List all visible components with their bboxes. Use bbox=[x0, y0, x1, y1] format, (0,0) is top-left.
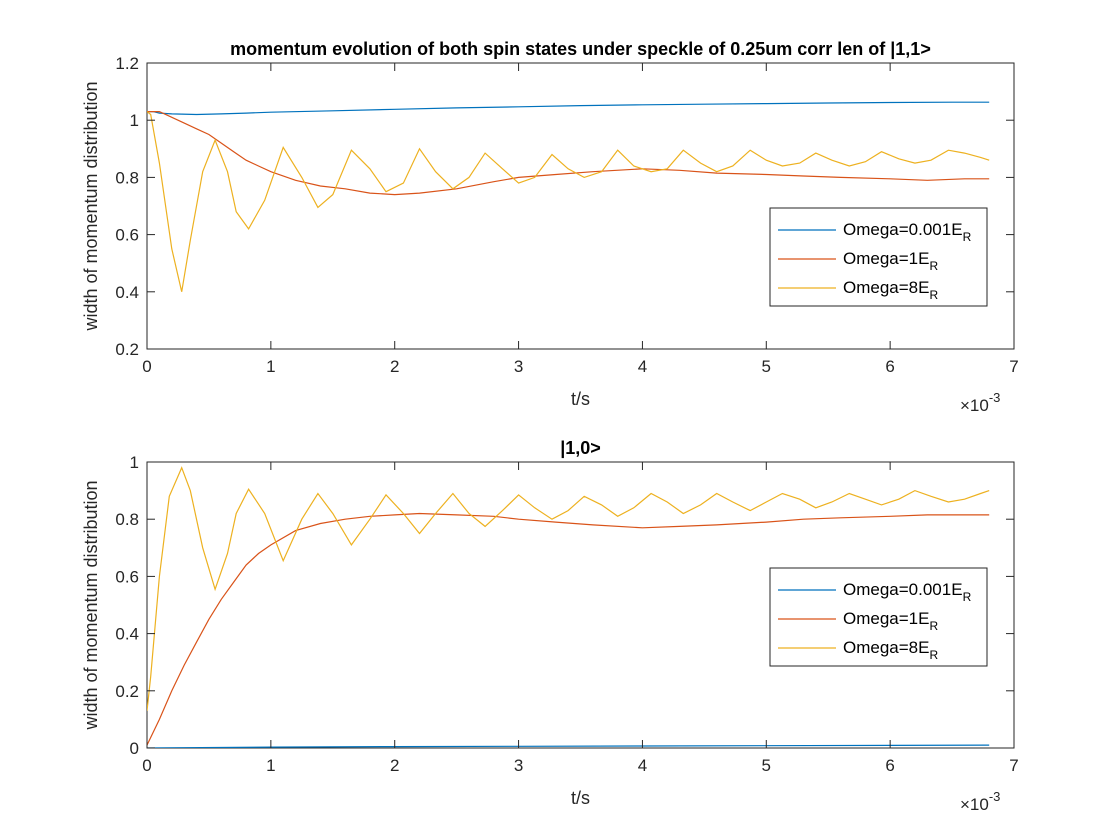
x-tick-label: 2 bbox=[390, 756, 399, 775]
x-tick-label: 6 bbox=[885, 756, 894, 775]
x-tick-label: 3 bbox=[514, 756, 523, 775]
series-group bbox=[147, 466, 990, 748]
x-tick-label: 4 bbox=[638, 756, 647, 775]
legend-box bbox=[769, 567, 988, 667]
chart-title: momentum evolution of both spin states u… bbox=[230, 39, 931, 59]
y-tick-label: 1 bbox=[130, 453, 139, 472]
x-axis-label: t/s bbox=[571, 788, 590, 808]
legend-entry: Omega=1ER bbox=[843, 609, 938, 633]
subplot-2: 0 1 2 3 4 5 6 7 0 0.2 0.4 0.6 0.8 1 |1,0> t/s width of m… bbox=[81, 438, 1019, 814]
series-line-3 bbox=[147, 111, 990, 292]
chart-title: |1,0> bbox=[560, 438, 601, 458]
y-tick-label: 0.6 bbox=[115, 567, 139, 586]
x-tick-label: 5 bbox=[762, 756, 771, 775]
legend-entry: Omega=8ER bbox=[843, 278, 938, 302]
y-tick-label: 0 bbox=[130, 739, 139, 758]
legend: Omega=0.001ER Omega=1ER Omega=8ER bbox=[769, 567, 988, 667]
x-tick-label: 7 bbox=[1009, 357, 1018, 376]
subplot-1: 0 1 2 3 4 5 6 7 0.2 0.4 0.6 0.8 1 1.2 momentum evoluti… bbox=[81, 39, 1019, 415]
series-line-1 bbox=[147, 744, 990, 748]
x-tick-label: 7 bbox=[1009, 756, 1018, 775]
legend-entry: Omega=0.001ER bbox=[843, 220, 972, 244]
x-exponent-label: ×10-3 bbox=[960, 390, 1000, 415]
y-tick-label: 0.6 bbox=[115, 226, 139, 245]
y-tick-label: 1 bbox=[130, 111, 139, 130]
y-tick-label: 0.2 bbox=[115, 340, 139, 359]
y-tick-label: 0.8 bbox=[115, 168, 139, 187]
x-tick-label: 6 bbox=[885, 357, 894, 376]
legend-entry: Omega=8ER bbox=[843, 638, 938, 662]
x-tick-label: 2 bbox=[390, 357, 399, 376]
legend: Omega=0.001ER Omega=1ER Omega=8ER bbox=[769, 207, 988, 307]
series-line-1 bbox=[147, 101, 990, 116]
y-tick-label: 0.4 bbox=[115, 625, 139, 644]
x-tick-label: 4 bbox=[638, 357, 647, 376]
x-tick-label: 5 bbox=[762, 357, 771, 376]
y-tick-label: 0.4 bbox=[115, 283, 139, 302]
series-line-3 bbox=[147, 466, 990, 711]
y-tick-label: 1.2 bbox=[115, 54, 139, 73]
series-line-2 bbox=[147, 512, 990, 746]
x-axis-label: t/s bbox=[571, 389, 590, 409]
x-tick-label: 1 bbox=[266, 357, 275, 376]
x-tick-label: 0 bbox=[142, 357, 151, 376]
x-tick-label: 1 bbox=[266, 756, 275, 775]
legend-box bbox=[769, 207, 988, 307]
x-tick-label: 3 bbox=[514, 357, 523, 376]
x-tick-label: 0 bbox=[142, 756, 151, 775]
y-axis-label: width of momentum distribution bbox=[81, 480, 101, 730]
y-tick-label: 0.2 bbox=[115, 682, 139, 701]
y-tick-label: 0.8 bbox=[115, 510, 139, 529]
legend-entry: Omega=1ER bbox=[843, 249, 938, 273]
series-line-2 bbox=[147, 110, 990, 196]
x-exponent-label: ×10-3 bbox=[960, 789, 1000, 814]
series-group bbox=[147, 101, 990, 292]
legend-entry: Omega=0.001ER bbox=[843, 580, 972, 604]
y-axis-label: width of momentum distribution bbox=[81, 81, 101, 331]
